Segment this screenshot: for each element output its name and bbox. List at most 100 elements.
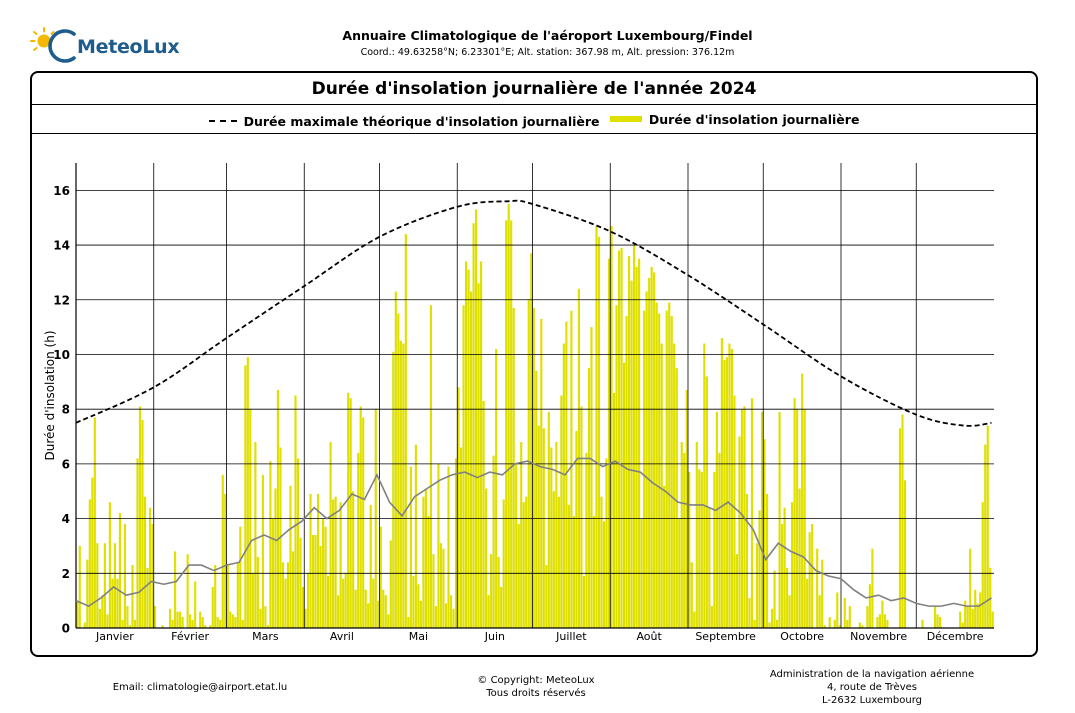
bar [617, 250, 621, 628]
bar [550, 447, 553, 628]
bar [858, 622, 861, 628]
bar [705, 376, 708, 628]
bar [352, 491, 355, 628]
bar [622, 362, 626, 628]
month-label: Novembre [850, 630, 907, 643]
bar [422, 496, 425, 628]
bar [490, 554, 493, 628]
bar [138, 406, 142, 628]
bar [194, 581, 197, 628]
chart-title: Durée d'insolation journalière de l'anné… [311, 79, 757, 99]
bar [655, 302, 658, 628]
bar [399, 340, 402, 628]
bar [979, 592, 982, 628]
bar [635, 266, 638, 628]
bar [612, 392, 616, 628]
bar [169, 608, 172, 628]
bar [517, 524, 520, 628]
bar [818, 595, 821, 628]
bar [98, 608, 101, 628]
bar [417, 584, 420, 628]
legend: Durée maximale théorique d'insolation jo… [32, 110, 1036, 129]
bar [384, 595, 387, 628]
bar [688, 472, 691, 628]
month-label: Décembre [927, 630, 984, 643]
bar [261, 474, 264, 628]
y-axis-label: Durée d'insolation (h) [43, 330, 57, 460]
bar [512, 307, 515, 628]
bar [78, 545, 81, 628]
bar [469, 291, 473, 628]
bar [161, 625, 164, 628]
bar [730, 349, 733, 628]
bar [276, 390, 280, 628]
month-label: Juin [484, 630, 505, 643]
bar [685, 390, 688, 628]
bar [424, 488, 427, 628]
bar [876, 617, 879, 628]
bar [327, 576, 330, 628]
month-label: Avril [330, 630, 354, 643]
bar [294, 395, 297, 628]
bar [725, 357, 728, 628]
bar [128, 625, 132, 628]
bar [103, 543, 106, 628]
bar [179, 611, 182, 628]
bar [286, 562, 290, 628]
bar [532, 307, 535, 628]
bar [83, 622, 86, 628]
bar [214, 565, 217, 628]
bar [801, 373, 804, 628]
bar [690, 562, 693, 628]
bar [397, 313, 400, 628]
bar [793, 398, 796, 628]
title-divider [32, 104, 1036, 105]
bar [153, 606, 157, 628]
bar [409, 466, 412, 628]
bar [585, 452, 588, 628]
bar [234, 617, 237, 628]
bar [482, 400, 485, 628]
y-tick-label: 16 [53, 184, 70, 198]
bar [306, 573, 310, 628]
bar [224, 493, 227, 628]
meteolux-logo [30, 27, 76, 63]
y-tick-label: 8 [62, 403, 70, 417]
bar [620, 247, 623, 628]
bar [364, 589, 367, 628]
bar [773, 570, 776, 628]
bar [836, 592, 839, 628]
bar [580, 406, 583, 628]
bar [419, 600, 422, 628]
bar [903, 480, 907, 628]
bar [715, 411, 718, 628]
bar [575, 431, 578, 628]
bar [464, 261, 468, 628]
bar [500, 586, 503, 628]
bar [660, 343, 663, 628]
bar [246, 357, 249, 628]
bar [768, 622, 771, 628]
bar [650, 266, 653, 628]
bar [209, 625, 212, 628]
bar [407, 617, 410, 628]
brand-name: MeteoLux [77, 36, 180, 58]
y-tick-label: 12 [53, 293, 70, 307]
bar [369, 504, 372, 628]
bar [587, 368, 591, 628]
legend-label-sunshine: Durée d'insolation journalière [648, 111, 860, 127]
bar [959, 611, 962, 628]
bar [861, 625, 864, 628]
bar [148, 507, 152, 628]
bar [231, 614, 234, 628]
bar [823, 625, 826, 628]
bar [454, 458, 458, 628]
bar [567, 504, 570, 628]
bar [525, 496, 528, 628]
bar [770, 608, 774, 628]
bar [171, 619, 174, 628]
average-line [75, 457, 992, 608]
bar [344, 573, 347, 628]
bar [241, 619, 244, 628]
bar [452, 608, 455, 628]
